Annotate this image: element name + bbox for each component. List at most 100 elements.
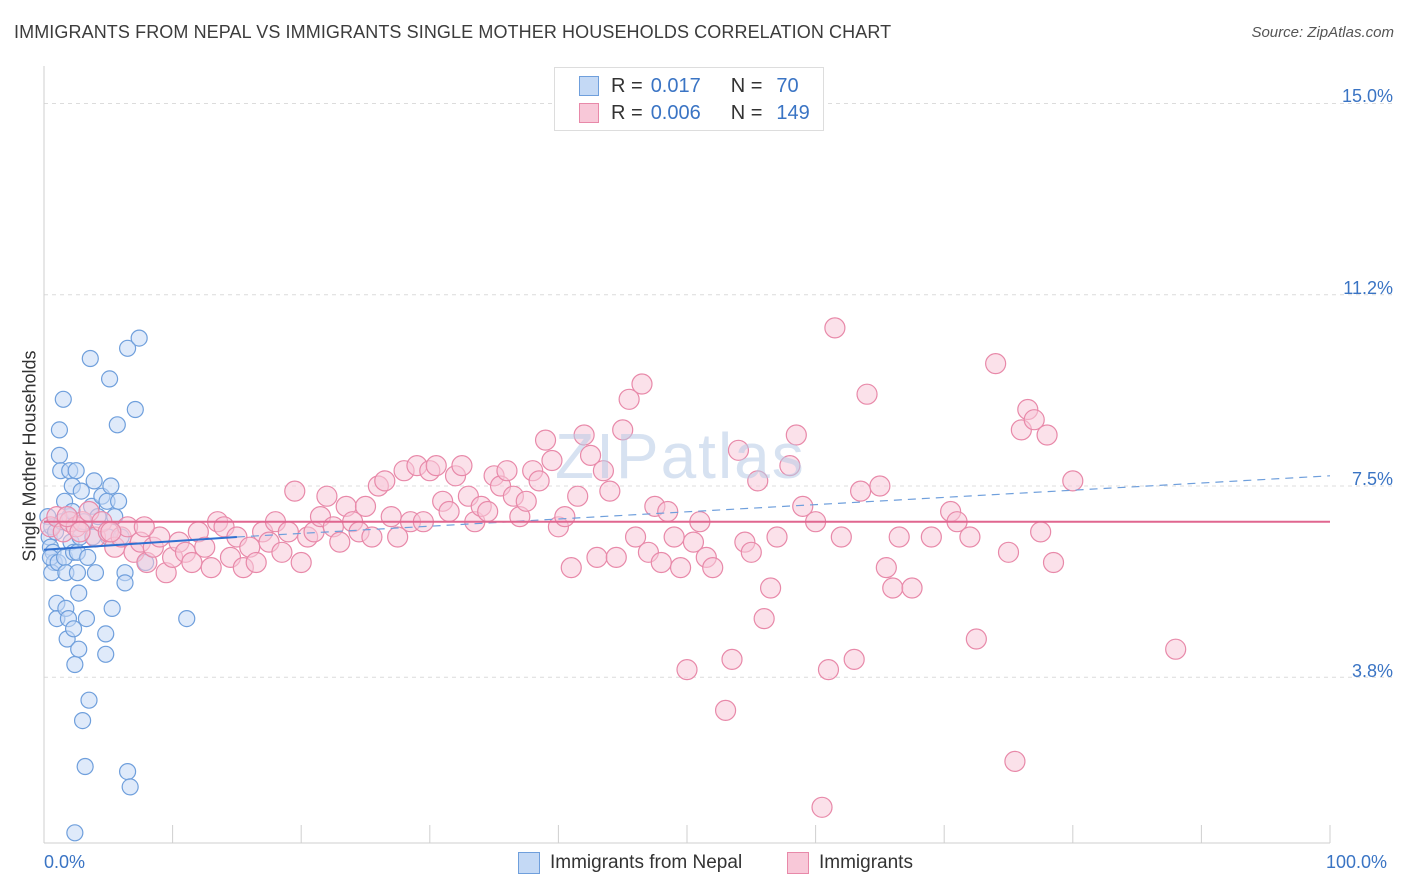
immigrants-point (1165, 638, 1187, 660)
immigrants-point (496, 460, 518, 482)
immigrants-point (882, 577, 904, 599)
immigrants-point (612, 419, 634, 441)
watermark-main: ZIP (555, 420, 661, 492)
immigrants-point (727, 439, 750, 461)
immigrants-point (985, 353, 1007, 375)
y-tick-label: 3.8% (1351, 661, 1393, 681)
immigrants-point (573, 424, 595, 446)
nepal-point (97, 625, 115, 643)
nepal-point (68, 564, 87, 582)
immigrants-point (329, 531, 351, 553)
nepal-point (64, 620, 83, 638)
legend-r-value: 0.006 (650, 101, 701, 124)
immigrants-point (663, 526, 685, 548)
immigrants-point (579, 444, 602, 466)
immigrants-point (1023, 409, 1045, 431)
immigrants-point (245, 551, 267, 574)
nepal-point (118, 339, 137, 357)
immigrants-point (650, 551, 672, 574)
immigrants-point (856, 383, 878, 405)
immigrants-point (284, 480, 306, 502)
legend-swatch-immigrants (579, 103, 599, 123)
immigrants-point (843, 648, 865, 671)
immigrants-point (374, 470, 396, 492)
nepal-point (66, 655, 84, 674)
legend-n-value: 149 (776, 101, 810, 124)
immigrants-point (811, 796, 833, 818)
source-label: Source: ZipAtlas.com (1251, 24, 1394, 41)
immigrants-point (277, 521, 299, 543)
watermark-sub: atlas (660, 420, 806, 492)
immigrants-point (194, 536, 216, 558)
nepal-point (178, 609, 196, 628)
immigrants-point (354, 495, 377, 517)
legend-n-label: N = (730, 74, 763, 97)
nepal-point (77, 609, 96, 628)
bottom-legend-swatch-nepal (518, 852, 540, 874)
nepal-point (85, 472, 103, 490)
legend-n-value: 70 (776, 74, 799, 97)
nepal-trend-extension (236, 475, 1331, 538)
immigrants-point (290, 551, 312, 574)
nepal-point (102, 477, 120, 495)
legend-r-label: R = (611, 101, 643, 124)
bottom-legend-nepal: Immigrants from Nepal (518, 852, 742, 874)
legend-row-immigrants: R = 0.006 N = 149 (579, 101, 810, 125)
immigrants-point (477, 500, 499, 523)
immigrants-point (779, 455, 801, 477)
immigrants-point (920, 526, 942, 548)
nepal-point (86, 564, 105, 582)
legend-n-label: N = (730, 101, 763, 124)
nepal-point (118, 762, 137, 781)
immigrants-point (747, 470, 769, 492)
nepal-point (116, 574, 134, 592)
nepal-point (97, 645, 115, 663)
nepal-point (126, 400, 144, 419)
nepal-trend-line (43, 536, 237, 551)
immigrants-point (133, 516, 155, 538)
immigrants-point (438, 500, 460, 523)
immigrants-point (69, 521, 91, 543)
y-axis-label: Single Mother Households (19, 350, 40, 562)
nepal-point (54, 390, 72, 408)
chart-title: IMMIGRANTS FROM NEPAL VS IMMIGRANTS SING… (14, 22, 892, 42)
immigrants-point (766, 526, 788, 548)
immigrants-point (624, 526, 647, 548)
nepal-point (72, 482, 90, 500)
nepal-point (50, 421, 69, 439)
immigrants-point (1030, 521, 1052, 543)
immigrants-point (554, 505, 576, 528)
nepal-point (100, 370, 119, 388)
immigrants-point (740, 541, 762, 563)
immigrants-point (875, 556, 897, 579)
immigrants-point (1042, 551, 1065, 574)
immigrants-point (541, 449, 563, 472)
immigrants-point (271, 541, 293, 563)
immigrants-point (451, 455, 473, 477)
nepal-point (130, 329, 148, 347)
immigrants-point (515, 490, 537, 512)
legend-swatch-nepal (579, 76, 599, 96)
legend-r-value: 0.017 (650, 74, 701, 97)
immigrants-point (669, 556, 692, 579)
immigrants-point (869, 475, 891, 497)
nepal-point (103, 599, 121, 618)
immigrants-point (631, 373, 653, 395)
bottom-legend-immigrants: Immigrants (787, 852, 913, 874)
immigrants-point (605, 546, 627, 569)
immigrants-point (534, 429, 557, 451)
y-tick-label: 7.5% (1351, 469, 1393, 489)
nepal-point (80, 691, 98, 709)
immigrants-point (425, 455, 447, 477)
immigrants-point (759, 577, 782, 599)
y-tick-label: 15.0% (1341, 86, 1393, 106)
immigrants-point (817, 658, 840, 681)
nepal-point (121, 778, 139, 796)
nepal-point (67, 462, 85, 480)
immigrants-point (702, 556, 724, 579)
immigrants-point (560, 556, 582, 579)
immigrants-point (682, 531, 705, 553)
immigrants-point (528, 470, 550, 492)
nepal-point (108, 416, 126, 434)
